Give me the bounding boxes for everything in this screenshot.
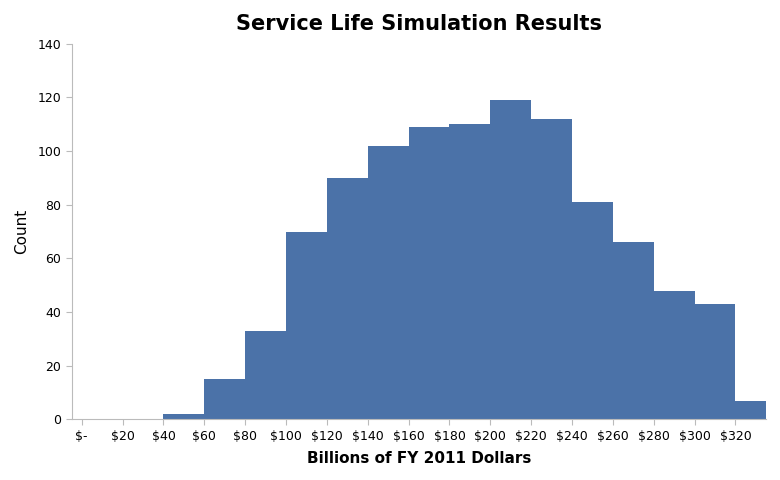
Bar	[491, 100, 531, 420]
Bar	[409, 127, 449, 420]
Bar	[695, 304, 736, 420]
Y-axis label: Count: Count	[14, 209, 29, 254]
X-axis label: Billions of FY 2011 Dollars: Billions of FY 2011 Dollars	[307, 451, 531, 466]
Bar	[613, 242, 654, 420]
Bar	[654, 290, 695, 420]
Title: Service Life Simulation Results: Service Life Simulation Results	[236, 14, 602, 34]
Bar	[245, 331, 286, 420]
Bar	[449, 124, 491, 420]
Bar	[572, 202, 613, 420]
Bar	[164, 414, 204, 420]
Bar	[286, 231, 327, 420]
Bar	[531, 119, 572, 420]
Bar	[327, 178, 367, 420]
Bar	[736, 401, 776, 420]
Bar	[204, 379, 245, 420]
Bar	[367, 146, 409, 420]
